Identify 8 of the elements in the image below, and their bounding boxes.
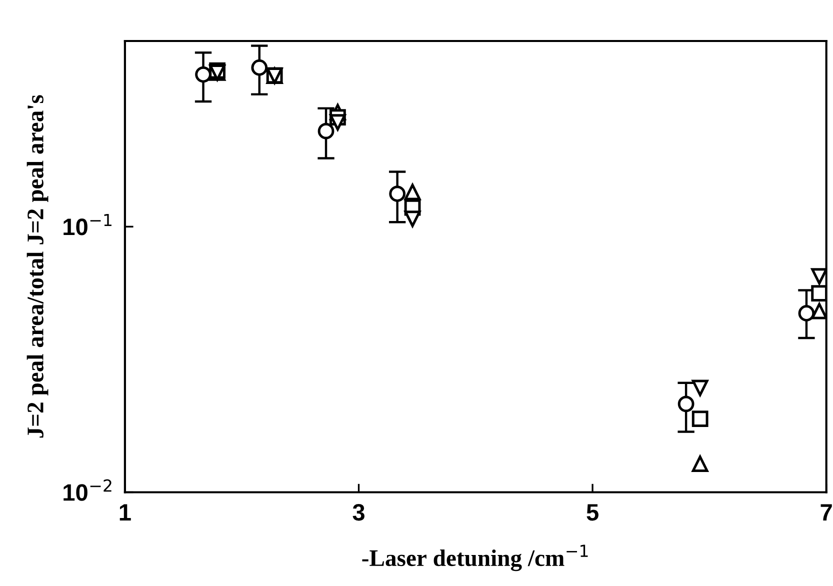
y-axis-title: J=2 peal area/total J=2 peal area's	[26, 95, 48, 438]
x-tick-label: 3	[352, 504, 364, 521]
y-tick-label: 10$^{−1}$	[64, 214, 112, 236]
x-tick-label: 7	[820, 504, 832, 520]
x-tick-label: 1	[120, 504, 131, 520]
y-tick-label: 10$^{−2}$	[64, 479, 112, 501]
x-tick-label: 5	[586, 504, 598, 521]
x-axis-title: -Laser detuning /cm$^{−1}$	[362, 544, 588, 572]
